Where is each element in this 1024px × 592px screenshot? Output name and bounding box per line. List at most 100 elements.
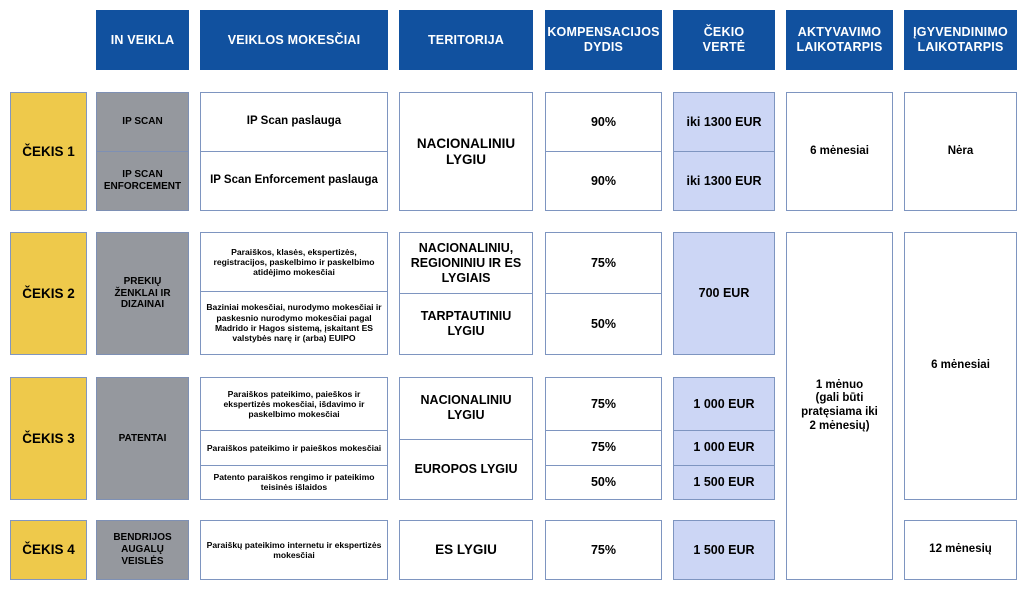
category-label: BENDRIJOS AUGALŲ VEISLĖS — [113, 532, 172, 567]
category-cell: IP SCAN ENFORCEMENT — [96, 152, 189, 211]
territory-label: ES LYGIU — [435, 542, 497, 558]
implementation-label: 12 mėnesių — [929, 543, 992, 556]
territory-cell: NACIONALINIU LYGIU — [400, 378, 532, 439]
fee-label: Paraiškos, klasės, ekspertizės, registra… — [213, 246, 375, 278]
compensation-value: 75% — [590, 255, 617, 270]
compensation-cell-row4: 75% — [545, 520, 662, 580]
category-cell: IP SCAN — [96, 92, 189, 152]
fee-cell: Paraiškos pateikimo ir paieškos mokesčia… — [201, 430, 387, 465]
header-label: VEIKLOS MOKESČIAI — [227, 32, 361, 47]
value-group-row1: iki 1300 EUR iki 1300 EUR — [673, 92, 775, 211]
compensation-cell: 50% — [546, 293, 661, 354]
compensation-cell: 50% — [546, 464, 661, 500]
territory-cell-row1: NACIONALINIU LYGIU — [399, 92, 533, 211]
fee-cell: Baziniai mokesčiai, nurodymo mokesčiai i… — [201, 291, 387, 354]
cheque-label-row3: ČEKIS 3 — [10, 377, 87, 500]
value-cell-row2: 700 EUR — [673, 232, 775, 355]
header-teritorija: TERITORIJA — [399, 10, 533, 70]
cheque-label-row2: ČEKIS 2 — [10, 232, 87, 355]
compensation-cell: 75% — [546, 430, 661, 465]
fee-label: IP Scan Enforcement paslauga — [210, 174, 378, 187]
territory-label: NACIONALINIU LYGIU — [416, 135, 516, 167]
value-amount: iki 1300 EUR — [686, 173, 762, 188]
category-label: IP SCAN — [122, 116, 163, 127]
implementation-cell-rows2-3: 6 mėnesiai — [904, 232, 1017, 500]
compensation-value: 75% — [590, 396, 617, 411]
fee-label: Paraiškų pateikimo internetu ir eksperti… — [206, 539, 382, 560]
compensation-cell: 75% — [546, 378, 661, 430]
category-cell-row2: PREKIŲ ŽENKLAI IR DIZAINAI — [96, 232, 189, 355]
header-label: AKTYVAVIMO LAIKOTARPIS — [796, 25, 883, 54]
value-cell: iki 1300 EUR — [674, 93, 774, 151]
implementation-label: Nėra — [947, 144, 974, 157]
header-label: TERITORIJA — [427, 32, 505, 47]
fee-label: IP Scan paslauga — [246, 115, 342, 128]
implementation-cell-row1: Nėra — [904, 92, 1017, 211]
header-in-veikla: IN VEIKLA — [96, 10, 189, 70]
value-amount: 1 000 EUR — [693, 440, 755, 455]
category-group-row1: IP SCAN IP SCAN ENFORCEMENT — [96, 92, 189, 211]
value-group-row3: 1 000 EUR 1 000 EUR 1 500 EUR — [673, 377, 775, 500]
cheque-name: ČEKIS 2 — [22, 285, 75, 301]
header-kompensacijos-dydis: KOMPENSACIJOS DYDIS — [545, 10, 662, 70]
activation-cell-row1: 6 mėnesiai — [786, 92, 893, 211]
header-label: ČEKIO VERTĖ — [702, 25, 746, 54]
fee-label: Paraiškos pateikimo ir paieškos mokesčia… — [206, 442, 382, 453]
compensation-value: 50% — [590, 474, 617, 489]
fee-cell: Paraiškos, klasės, ekspertizės, registra… — [201, 233, 387, 291]
fee-label: Patento paraiškos rengimo ir pateikimo t… — [213, 471, 375, 493]
compensation-value: 90% — [590, 173, 617, 188]
fees-cell-row4: Paraiškų pateikimo internetu ir eksperti… — [200, 520, 388, 580]
fee-label: Baziniai mokesčiai, nurodymo mokesčiai i… — [206, 302, 382, 344]
activation-label: 6 mėnesiai — [810, 144, 869, 157]
value-amount: iki 1300 EUR — [686, 114, 762, 129]
header-igyvendinimo-laikotarpis: ĮGYVENDINIMO LAIKOTARPIS — [904, 10, 1017, 70]
compensation-group-row1: 90% 90% — [545, 92, 662, 211]
compensation-cell: 75% — [546, 233, 661, 293]
territory-label: NACIONALINIU LYGIU — [420, 393, 512, 423]
header-cekio-verte: ČEKIO VERTĖ — [673, 10, 775, 70]
compensation-value: 90% — [590, 114, 617, 129]
value-cell: iki 1300 EUR — [674, 151, 774, 210]
category-label: PATENTAI — [118, 432, 167, 444]
value-amount: 1 500 EUR — [693, 542, 755, 557]
territory-group-row3: NACIONALINIU LYGIU EUROPOS LYGIU — [399, 377, 533, 500]
territory-label: EUROPOS LYGIU — [414, 461, 518, 476]
territory-group-row2: NACIONALINIU, REGIONINIU IR ES LYGIAIS T… — [399, 232, 533, 355]
fee-cell: IP Scan Enforcement paslauga — [201, 151, 387, 210]
territory-label: TARPTAUTINIU LYGIU — [420, 309, 512, 338]
compensation-value: 50% — [590, 316, 617, 331]
fee-label: Paraiškos pateikimo, paieškos ir ekspert… — [223, 388, 365, 420]
value-cell: 1 000 EUR — [674, 378, 774, 430]
territory-cell: EUROPOS LYGIU — [400, 438, 532, 500]
activation-label: 1 mėnuo (gali būti pratęsiama iki 2 mėnesių… — [801, 378, 878, 432]
value-amount: 1 500 EUR — [693, 474, 755, 489]
territory-cell: NACIONALINIU, REGIONINIU IR ES LYGIAIS — [400, 233, 532, 293]
compensation-group-row3: 75% 75% 50% — [545, 377, 662, 500]
category-label: IP SCAN ENFORCEMENT — [103, 169, 182, 192]
cheque-name: ČEKIS 1 — [22, 143, 75, 159]
compensation-cell: 90% — [546, 93, 661, 151]
compensation-value: 75% — [590, 440, 617, 455]
implementation-cell-row4: 12 mėnesių — [904, 520, 1017, 580]
header-label: KOMPENSACIJOS DYDIS — [547, 25, 660, 54]
value-amount: 1 000 EUR — [693, 396, 755, 411]
compensation-value: 75% — [590, 542, 617, 557]
compensation-cell: 90% — [546, 151, 661, 210]
fee-cell: Patento paraiškos rengimo ir pateikimo t… — [201, 464, 387, 500]
territory-label: NACIONALINIU, REGIONINIU IR ES LYGIAIS — [410, 240, 522, 285]
cheque-label-row4: ČEKIS 4 — [10, 520, 87, 580]
implementation-label: 6 mėnesiai — [931, 359, 990, 372]
value-cell-row4: 1 500 EUR — [673, 520, 775, 580]
category-cell-row3: PATENTAI — [96, 377, 189, 500]
cheque-name: ČEKIS 3 — [22, 430, 75, 446]
value-cell: 1 500 EUR — [674, 464, 774, 500]
header-label: ĮGYVENDINIMO LAIKOTARPIS — [913, 25, 1008, 54]
category-cell-row4: BENDRIJOS AUGALŲ VEISLĖS — [96, 520, 189, 580]
activation-cell-rows2-4: 1 mėnuo (gali būti pratęsiama iki 2 mėnesių… — [786, 232, 893, 580]
compensation-group-row2: 75% 50% — [545, 232, 662, 355]
cheque-name: ČEKIS 4 — [22, 542, 75, 558]
category-label: PREKIŲ ŽENKLAI IR DIZAINAI — [114, 275, 171, 311]
header-aktyvavimo-laikotarpis: AKTYVAVIMO LAIKOTARPIS — [786, 10, 893, 70]
value-cell: 1 000 EUR — [674, 430, 774, 465]
